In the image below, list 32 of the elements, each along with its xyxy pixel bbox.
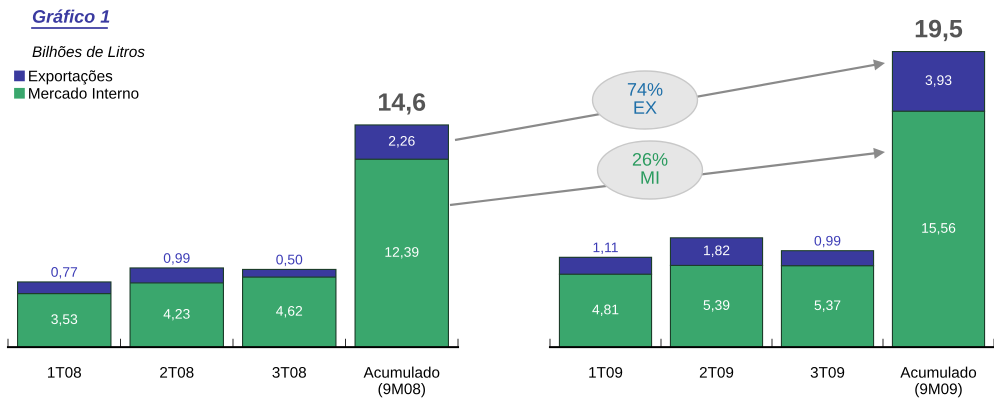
data-label: 1,82 bbox=[704, 245, 730, 257]
x-tick-label: 2T09 bbox=[700, 366, 734, 378]
x-tick-label: Acumulado (9M09) bbox=[900, 366, 976, 398]
data-label: 5,39 bbox=[704, 300, 730, 312]
data-label: 2,26 bbox=[388, 136, 415, 148]
data-label: 0,50 bbox=[276, 254, 302, 266]
annotation: 74% EX bbox=[628, 83, 662, 114]
annotation: 26% MI bbox=[632, 152, 668, 184]
data-label: 0,99 bbox=[814, 236, 840, 248]
x-tick-label: 1T09 bbox=[589, 366, 622, 378]
data-label: 5,37 bbox=[814, 300, 840, 312]
data-label: 1,11 bbox=[594, 242, 618, 254]
x-tick-label: Acumulado (9M08) bbox=[364, 366, 440, 398]
legend-label: Mercado Interno bbox=[29, 88, 138, 99]
data-label: 12,39 bbox=[385, 247, 418, 259]
x-tick-label: 3T08 bbox=[272, 366, 306, 378]
data-label: 15,56 bbox=[922, 223, 956, 235]
data-label: 3,93 bbox=[926, 75, 952, 87]
chart-subtitle: Bilhões de Litros bbox=[32, 46, 145, 58]
x-tick-label: 1T08 bbox=[48, 366, 81, 378]
data-label: 0,77 bbox=[51, 267, 78, 279]
data-label: 4,23 bbox=[164, 308, 190, 320]
data-label: 4,81 bbox=[592, 304, 618, 316]
data-label: 3,53 bbox=[51, 314, 78, 326]
legend-label: Exportações bbox=[29, 70, 112, 84]
chart-title: Gráfico 1 bbox=[32, 9, 110, 23]
total-label: 19,5 bbox=[916, 20, 962, 42]
data-label: 4,62 bbox=[276, 306, 302, 318]
data-label: 0,99 bbox=[164, 253, 190, 265]
x-tick-label: 2T08 bbox=[160, 366, 194, 378]
total-label: 14,6 bbox=[379, 93, 426, 115]
x-tick-label: 3T09 bbox=[810, 366, 844, 378]
